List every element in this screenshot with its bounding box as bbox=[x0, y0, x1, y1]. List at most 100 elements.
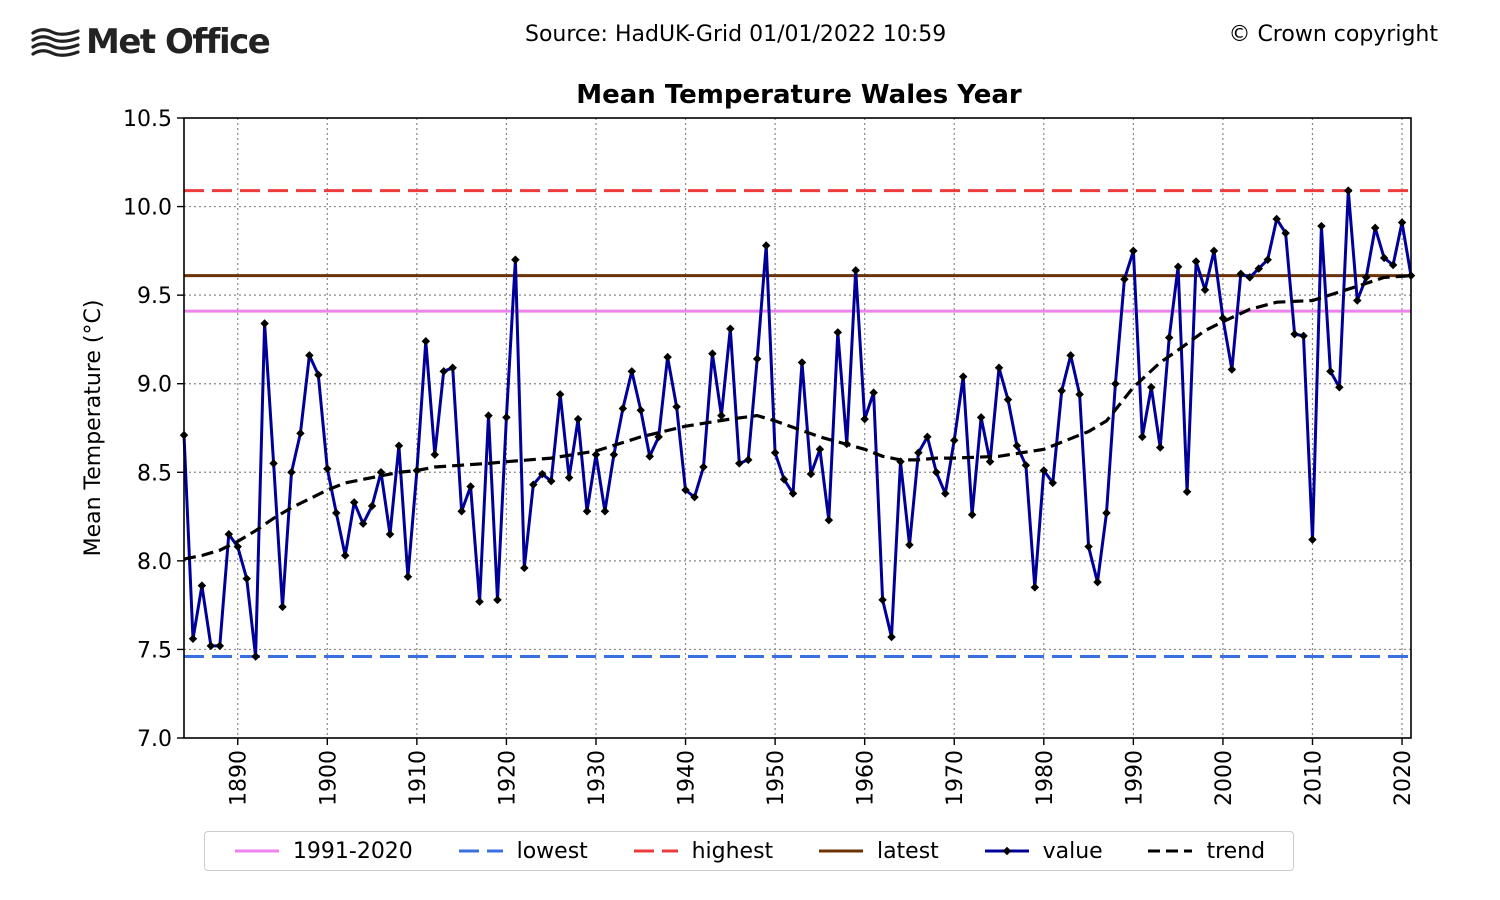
data-point bbox=[340, 551, 350, 560]
data-point bbox=[197, 581, 207, 590]
y-tick-label: 9.5 bbox=[137, 284, 172, 309]
met-office-logo: Met Office bbox=[30, 22, 271, 62]
data-point bbox=[663, 352, 672, 362]
data-point bbox=[824, 515, 834, 525]
data-point bbox=[421, 336, 431, 346]
data-point bbox=[636, 406, 646, 415]
x-tick-label: 1980 bbox=[1033, 750, 1058, 806]
data-point bbox=[914, 448, 923, 458]
data-point bbox=[976, 413, 986, 422]
legend-label: highest bbox=[691, 838, 774, 864]
x-tick-label: 1970 bbox=[943, 750, 968, 806]
data-point bbox=[1120, 274, 1129, 284]
data-point bbox=[1218, 313, 1228, 323]
data-point bbox=[1075, 390, 1084, 399]
data-point bbox=[1039, 466, 1049, 475]
data-point bbox=[573, 414, 583, 424]
data-point bbox=[520, 563, 529, 573]
data-point bbox=[1066, 351, 1075, 360]
x-tick-label: 1960 bbox=[854, 750, 879, 806]
legend-item-trend: trend bbox=[1146, 839, 1265, 864]
y-axis-label: Mean Temperature (°C) bbox=[81, 300, 106, 557]
data-point bbox=[779, 475, 789, 484]
data-point bbox=[466, 482, 475, 491]
data-point bbox=[1209, 246, 1219, 256]
x-tick-label: 1990 bbox=[1122, 750, 1147, 806]
x-tick-label: 1930 bbox=[585, 750, 610, 806]
data-point bbox=[1030, 583, 1040, 592]
data-point bbox=[833, 328, 843, 337]
data-point bbox=[502, 413, 511, 422]
data-point bbox=[332, 508, 341, 518]
data-point bbox=[672, 402, 681, 411]
data-point bbox=[1021, 460, 1031, 470]
data-point bbox=[1102, 508, 1111, 518]
data-point bbox=[887, 632, 896, 642]
data-point bbox=[618, 404, 628, 413]
data-point bbox=[645, 452, 654, 461]
y-tick-label: 8.0 bbox=[137, 550, 172, 575]
data-point bbox=[314, 370, 323, 380]
data-point bbox=[869, 388, 878, 397]
data-point bbox=[1236, 269, 1246, 279]
data-point bbox=[215, 641, 225, 651]
data-point bbox=[376, 468, 386, 477]
y-tick-label: 7.0 bbox=[137, 727, 172, 752]
data-point bbox=[654, 432, 663, 442]
data-point bbox=[941, 489, 950, 498]
data-point bbox=[1003, 395, 1013, 404]
data-point bbox=[1344, 186, 1353, 195]
data-point bbox=[555, 390, 565, 399]
data-point bbox=[842, 439, 852, 449]
legend-item-lowest: lowest bbox=[457, 839, 588, 864]
data-point bbox=[296, 429, 305, 438]
series-layer bbox=[179, 186, 1416, 661]
data-point bbox=[878, 595, 887, 605]
wave-logo-icon bbox=[31, 28, 80, 57]
legend-label: 1991-2020 bbox=[292, 838, 413, 864]
data-point bbox=[1263, 255, 1272, 264]
data-point bbox=[511, 255, 520, 264]
x-tick-label: 1910 bbox=[406, 750, 431, 806]
data-point bbox=[1299, 331, 1308, 341]
legend-label: lowest bbox=[516, 838, 588, 864]
data-point bbox=[1370, 223, 1380, 233]
plot-frame bbox=[183, 117, 1412, 739]
data-point bbox=[752, 354, 762, 364]
data-point bbox=[582, 507, 592, 516]
data-point bbox=[394, 441, 404, 450]
data-point bbox=[896, 457, 905, 466]
data-point bbox=[1326, 367, 1335, 376]
data-point bbox=[188, 634, 198, 644]
data-point bbox=[1057, 386, 1066, 396]
data-point bbox=[412, 466, 422, 475]
source-label: Source: HadUK-Grid 01/01/2022 10:59 bbox=[525, 22, 947, 47]
data-point bbox=[1191, 257, 1201, 266]
data-point bbox=[985, 457, 995, 466]
axis-layer: 7.0 7.5 8.0 8.5 9.0 9.5 10.0 10.5 1890 1900 1910 19… bbox=[123, 107, 1416, 806]
data-point bbox=[1397, 218, 1407, 227]
data-point bbox=[1317, 221, 1326, 231]
data-point bbox=[269, 459, 278, 468]
data-point bbox=[475, 597, 484, 606]
data-point bbox=[305, 351, 314, 360]
data-point bbox=[690, 492, 699, 502]
legend-item-value: value bbox=[983, 839, 1103, 864]
data-point bbox=[761, 241, 771, 250]
data-point bbox=[627, 367, 637, 376]
data-point bbox=[743, 455, 753, 465]
y-tick-label: 10.0 bbox=[123, 196, 172, 221]
x-tick-label: 2020 bbox=[1391, 750, 1416, 806]
data-point bbox=[1361, 273, 1371, 282]
chart-title: Mean Temperature Wales Year bbox=[576, 80, 1022, 110]
data-point bbox=[717, 411, 726, 420]
series-line-value bbox=[182, 189, 1413, 658]
legend-label: latest bbox=[876, 838, 939, 864]
data-point bbox=[1173, 262, 1183, 272]
data-point bbox=[1048, 478, 1057, 488]
data-point bbox=[1200, 285, 1210, 295]
x-tick-label: 1950 bbox=[764, 750, 789, 806]
data-point bbox=[699, 462, 708, 472]
legend-label: trend bbox=[1206, 838, 1266, 864]
legend-swatch-highest bbox=[633, 849, 678, 853]
